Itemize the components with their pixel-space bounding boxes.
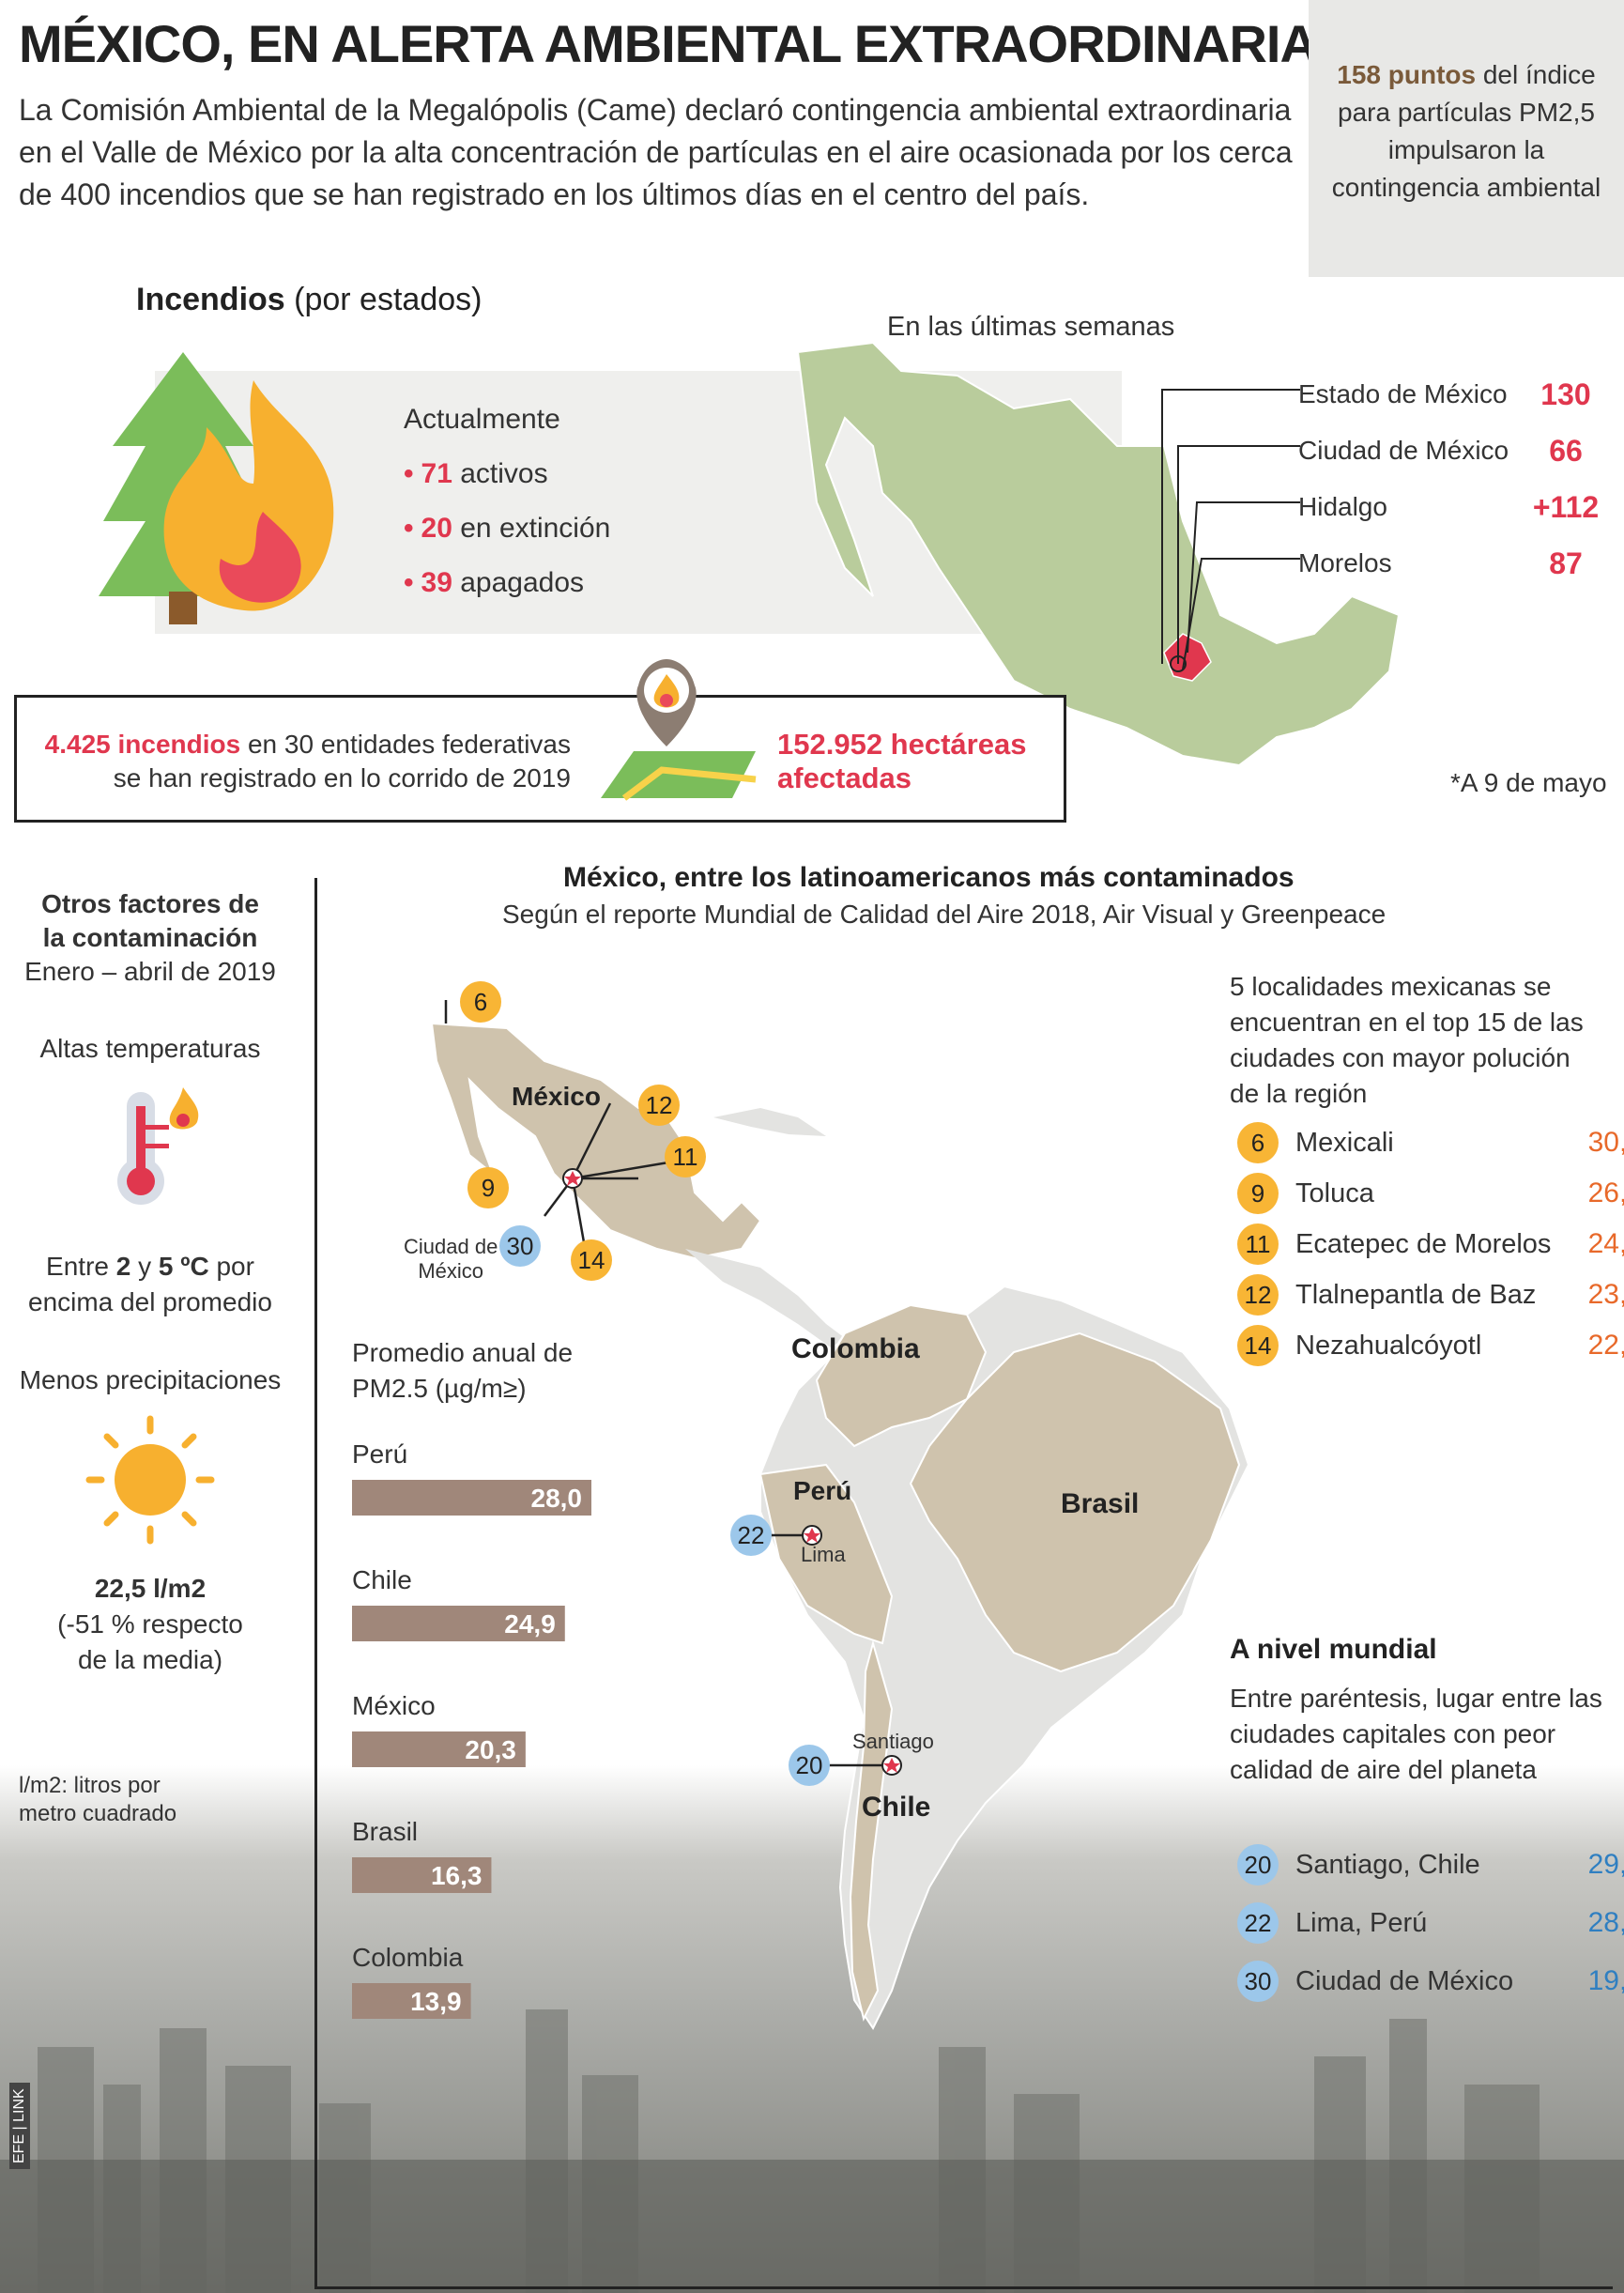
bar-category-label: México: [352, 1691, 436, 1720]
intro-text: La Comisión Ambiental de la Megalópolis …: [19, 93, 1293, 211]
factors-period: Enero – abril de 2019: [24, 957, 276, 986]
state-row: Hidalgo +112: [1298, 489, 1600, 524]
status-off: • 39 apagados: [404, 567, 585, 598]
factors-column: Otros factores de la contaminación Enero…: [0, 887, 300, 1828]
state-list: Estado de México 130 Ciudad de México 66 H…: [1298, 366, 1613, 592]
label-brasil: Brasil: [1061, 1488, 1140, 1519]
state-row: Ciudad de México 66: [1298, 433, 1583, 468]
bar-value-label: 24,9: [504, 1609, 556, 1639]
bar: [352, 1606, 565, 1641]
world-intro: Entre paréntesis, lugar entre las ciudad…: [1230, 1684, 1602, 1784]
world-title: A nivel mundial: [1230, 1634, 1437, 1665]
map-label: En las últimas semanas: [887, 312, 1175, 342]
fires-status: Actualmente • 71 activos • 20 en extinción…: [404, 392, 610, 610]
page-title: MÉXICO, EN ALERTA AMBIENTAL EXTRAORDINAR…: [19, 14, 1318, 73]
label-cdmx: Ciudad de México: [404, 1235, 498, 1283]
temp-text: Entre 2 y 5 ºC por encima del promedio: [28, 1252, 272, 1316]
precip-text: 22,5 l/m2 (-51 % respecto de la media): [57, 1574, 243, 1674]
bar: [352, 1857, 492, 1893]
badge-30: 30: [499, 1225, 541, 1267]
tree-fire-icon: [99, 352, 334, 624]
label-lima: Lima: [801, 1543, 846, 1566]
bar-value-label: 16,3: [431, 1861, 483, 1890]
mexico-fires-map: [796, 341, 1401, 767]
factors-title-1: Otros factores de: [41, 889, 259, 918]
bar: [352, 1480, 591, 1516]
bar-category-label: Brasil: [352, 1817, 418, 1846]
pm25-bar-chart: Perú 28,0 Chile 24,9 México 20,3 Brasil 16,3 Col…: [352, 1439, 591, 2019]
latam-map: [430, 1000, 1250, 2030]
badge-6: 6: [460, 981, 501, 1023]
mx-rank-intro: 5 localidades mexicanas se encuentran en…: [1230, 972, 1584, 1108]
badge-12: 12: [638, 1085, 680, 1126]
sun-icon: [85, 1415, 215, 1545]
bar-value-label: 13,9: [410, 1987, 462, 2016]
panel-title: México, entre los latinoamericanos más c…: [554, 862, 1304, 894]
pm25-points: 158 puntos: [1337, 60, 1477, 89]
smog-city-photo: [0, 1765, 1624, 2293]
units-note: l/m2: litros por metro cuadrado: [19, 1773, 177, 1826]
chart-title: Promedio anual de PM2.5 (µg/m≥): [352, 1338, 574, 1403]
badge-22: 22: [730, 1515, 772, 1556]
fires-section-title: Incendios (por estados): [136, 282, 482, 318]
thermometer-icon: [117, 1087, 199, 1205]
precip-title: Menos precipitaciones: [19, 1365, 282, 1394]
pm25-highlight-box: 158 puntos del índice para partículas PM…: [1309, 0, 1624, 277]
label-peru: Perú: [793, 1476, 852, 1505]
bar-value-label: 28,0: [531, 1484, 583, 1513]
hectares-text: 152.952 hectáreas afectadas: [777, 728, 1027, 794]
fires-summary-box: 4.425 incendios en 30 entidades federati…: [14, 695, 1066, 823]
temp-title: Altas temperaturas: [39, 1034, 261, 1063]
label-chile: Chile: [862, 1792, 931, 1823]
badge-9: 9: [467, 1167, 509, 1208]
status-extinction: • 20 en extinción: [404, 513, 611, 544]
badge-11: 11: [665, 1136, 706, 1177]
fires-summary-text: 4.425 incendios en 30 entidades federati…: [44, 730, 571, 793]
bar-category-label: Chile: [352, 1565, 412, 1594]
fires-title-bold: Incendios: [136, 282, 285, 317]
bar-category-label: Perú: [352, 1439, 407, 1469]
bar-category-label: Colombia: [352, 1943, 464, 1972]
label-colombia: Colombia: [791, 1333, 920, 1364]
map-pin-icon: [601, 659, 757, 801]
credit-logo: EFE | LINK: [9, 2083, 30, 2169]
bar: [352, 1983, 471, 2019]
bar-value-label: 20,3: [465, 1735, 516, 1764]
label-mexico: México: [512, 1082, 601, 1111]
status-label: Actualmente: [404, 404, 560, 435]
badge-14: 14: [571, 1239, 612, 1281]
date-note: *A 9 de mayo: [1450, 768, 1607, 797]
fires-title-rest: (por estados): [284, 282, 483, 317]
factors-title-2: la contaminación: [42, 923, 258, 952]
bar: [352, 1731, 526, 1767]
badge-20: 20: [789, 1745, 830, 1786]
latam-panel: [314, 878, 1613, 2289]
state-row: Morelos 87: [1298, 546, 1583, 580]
pm25-text: del índice para partículas PM2,5 impulsa…: [1331, 60, 1601, 202]
status-active: • 71 activos: [404, 458, 548, 489]
label-santiago: Santiago: [852, 1730, 934, 1753]
panel-subtitle: Según el reporte Mundial de Calidad del …: [502, 900, 1387, 929]
state-row: Estado de México 130: [1298, 377, 1591, 411]
